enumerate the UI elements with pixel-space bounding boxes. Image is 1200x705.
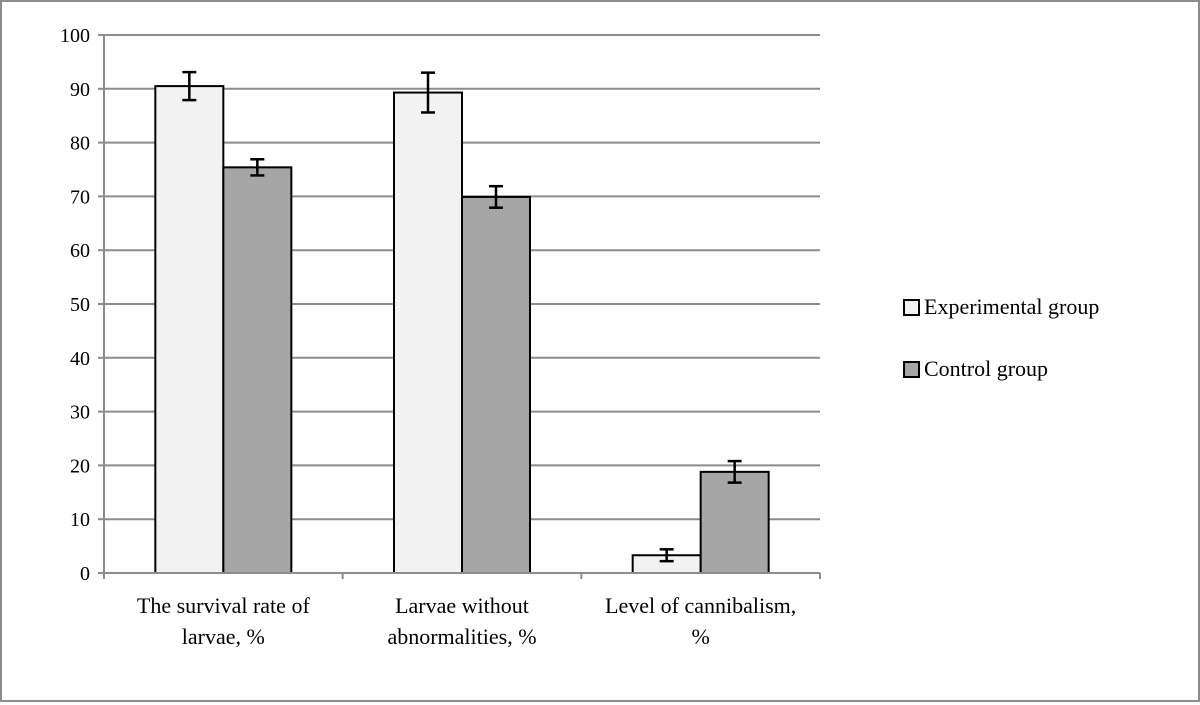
category-label-line: Larvae without bbox=[395, 593, 529, 618]
category-label-line: The survival rate of bbox=[137, 593, 311, 618]
legend-label: Control group bbox=[924, 356, 1048, 381]
bar-control-0 bbox=[222, 166, 293, 575]
error-bar bbox=[659, 548, 674, 563]
y-tick-label: 100 bbox=[60, 25, 90, 47]
bar-experimental-1 bbox=[393, 91, 463, 574]
category-label: The survival rate of larvae, % bbox=[137, 593, 311, 649]
category-label-line: % bbox=[692, 624, 710, 649]
legend-label: Experimental group bbox=[924, 294, 1099, 319]
legend-swatch-control bbox=[903, 361, 920, 378]
legend-swatch-experimental bbox=[903, 299, 920, 316]
y-tick-label: 0 bbox=[80, 563, 90, 585]
error-bar bbox=[421, 71, 435, 114]
y-tick-label: 80 bbox=[70, 133, 90, 155]
category-label-line: larvae, % bbox=[182, 624, 265, 649]
bar-experimental-0 bbox=[154, 85, 225, 575]
error-bar bbox=[250, 158, 265, 177]
category-label: Larvae without abnormalities, % bbox=[387, 593, 536, 649]
y-tick-label: 40 bbox=[70, 348, 90, 370]
error-bar bbox=[182, 70, 197, 102]
legend: Experimental group Control group bbox=[903, 294, 1099, 381]
y-tick-label: 60 bbox=[70, 240, 90, 262]
bars bbox=[154, 85, 770, 575]
error-bar bbox=[489, 184, 503, 209]
bar-control-2 bbox=[699, 470, 770, 574]
y-tick-label: 10 bbox=[70, 509, 90, 531]
y-tick-label: 20 bbox=[70, 455, 90, 477]
bar-control-1 bbox=[461, 195, 531, 575]
y-axis-tick-labels: 0 10 20 30 40 50 60 70 80 90 100 bbox=[60, 25, 90, 585]
y-tick-label: 90 bbox=[70, 79, 90, 101]
y-tick-label: 50 bbox=[70, 294, 90, 316]
error-bar bbox=[727, 459, 742, 484]
category-label-line: Level of cannibalism, bbox=[605, 593, 796, 618]
error-bars bbox=[182, 70, 742, 563]
category-label: Level of cannibalism,% bbox=[605, 593, 796, 649]
category-label-line: abnormalities, % bbox=[387, 624, 536, 649]
axes bbox=[98, 34, 821, 579]
y-tick-label: 30 bbox=[70, 402, 90, 424]
x-axis-category-labels: The survival rate of larvae, % Larvae with… bbox=[137, 593, 796, 649]
y-tick-label: 70 bbox=[70, 186, 90, 208]
